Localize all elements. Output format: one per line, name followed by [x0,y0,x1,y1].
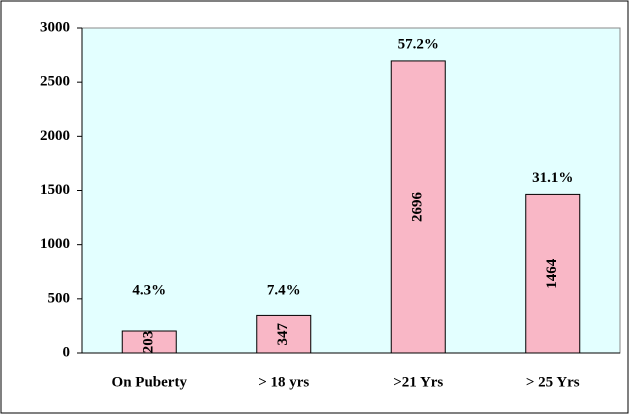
bar [121,330,177,354]
bar [525,193,581,354]
y-tick-label: 2000 [40,128,70,144]
x-tick-label: On Puberty [112,374,188,390]
percent-label: 57.2% [398,36,439,52]
y-tick-label: 2500 [40,74,70,90]
y-tick-label: 1000 [40,236,70,252]
value-label: 203 [141,331,157,354]
percent-label: 4.3% [132,282,166,298]
value-label: 2696 [410,191,426,222]
value-label: 347 [275,322,291,345]
y-tick-label: 500 [48,290,71,306]
x-tick-label: >21 Yrs [393,374,443,390]
x-tick-label: > 18 yrs [258,374,309,390]
y-tick-label: 1500 [40,182,70,198]
y-tick-label: 3000 [40,19,70,35]
bar [256,314,312,354]
value-label: 1464 [544,258,560,289]
x-tick-label: > 25 Yrs [526,374,580,390]
percent-label: 31.1% [532,170,573,186]
y-tick-label: 0 [63,344,71,360]
bar [390,60,446,354]
percent-label: 7.4% [267,282,301,298]
